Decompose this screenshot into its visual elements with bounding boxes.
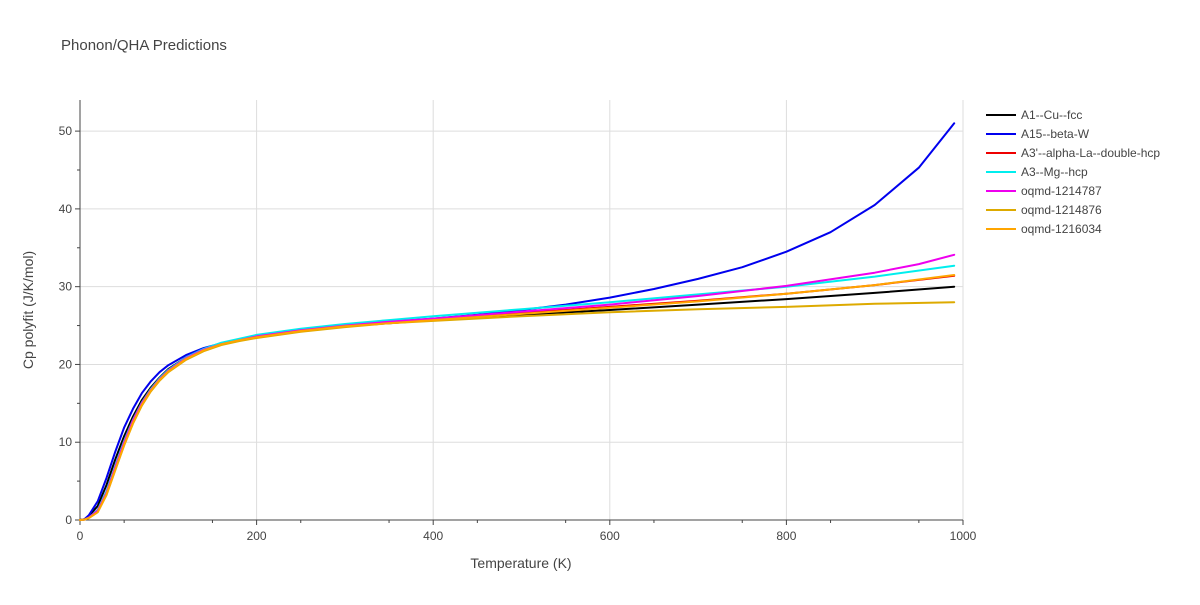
series-line-4 bbox=[79, 253, 956, 521]
x-tick-label: 600 bbox=[600, 529, 620, 543]
legend: A1--Cu--fcc A15--beta-W A3'--alpha-La--dou… bbox=[986, 108, 1160, 236]
grid-lines bbox=[80, 100, 964, 520]
chart-title: Phonon/QHA Predictions bbox=[61, 37, 227, 54]
series-line-1 bbox=[79, 122, 956, 521]
legend-item[interactable]: A15--beta-W bbox=[986, 127, 1090, 141]
y-tick-label: 40 bbox=[59, 202, 73, 216]
axes: 0 200 400 600 800 1000 0 10 20 30 40 50 bbox=[59, 100, 977, 543]
x-axis-title: Temperature (K) bbox=[470, 555, 571, 571]
legend-item[interactable]: oqmd-1214876 bbox=[986, 203, 1102, 217]
legend-item[interactable]: A3--Mg--hcp bbox=[986, 165, 1088, 179]
x-tick-label: 0 bbox=[77, 529, 84, 543]
x-tick-label: 400 bbox=[423, 529, 443, 543]
legend-label: oqmd-1216034 bbox=[1021, 222, 1102, 236]
legend-label: A1--Cu--fcc bbox=[1021, 108, 1082, 122]
legend-label: A3--Mg--hcp bbox=[1021, 165, 1088, 179]
y-axis-title: Cp polyfit (J/K/mol) bbox=[20, 251, 36, 369]
series-lines bbox=[79, 122, 956, 521]
series-line-0 bbox=[79, 285, 956, 521]
y-tick-label: 50 bbox=[59, 124, 73, 138]
x-tick-label: 1000 bbox=[950, 529, 977, 543]
x-tick-label: 200 bbox=[247, 529, 267, 543]
y-tick-label: 30 bbox=[59, 280, 73, 294]
legend-item[interactable]: A1--Cu--fcc bbox=[986, 108, 1082, 122]
series-line-3 bbox=[79, 264, 956, 521]
legend-item[interactable]: oqmd-1216034 bbox=[986, 222, 1102, 236]
legend-label: oqmd-1214787 bbox=[1021, 184, 1102, 198]
legend-label: A15--beta-W bbox=[1021, 127, 1090, 141]
series-line-5 bbox=[79, 301, 956, 521]
legend-item[interactable]: A3'--alpha-La--double-hcp bbox=[986, 146, 1160, 160]
y-tick-label: 0 bbox=[65, 513, 72, 527]
series-line-6 bbox=[79, 274, 956, 521]
legend-label: oqmd-1214876 bbox=[1021, 203, 1102, 217]
y-tick-label: 10 bbox=[59, 435, 73, 449]
legend-label: A3'--alpha-La--double-hcp bbox=[1021, 146, 1160, 160]
x-tick-label: 800 bbox=[776, 529, 796, 543]
y-tick-label: 20 bbox=[59, 357, 73, 371]
legend-item[interactable]: oqmd-1214787 bbox=[986, 184, 1102, 198]
